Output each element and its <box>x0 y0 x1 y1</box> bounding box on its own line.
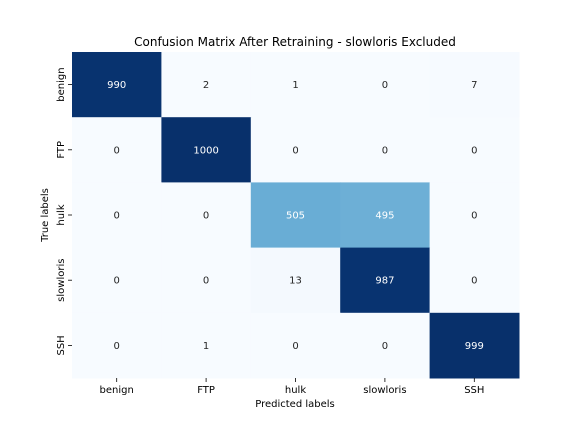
y-tick-label: FTP <box>56 141 67 159</box>
heatmap-cell <box>250 182 341 249</box>
cell-value-label: 0 <box>382 80 388 91</box>
x-tick-label: FTP <box>197 385 215 396</box>
y-tick-label: hulk <box>56 204 67 225</box>
heatmap-cell <box>72 117 162 183</box>
cell-value-label: 987 <box>375 276 394 287</box>
heatmap-cell <box>250 312 341 379</box>
cell-value-label: 0 <box>471 211 477 222</box>
cell-value-label: 1 <box>292 80 298 91</box>
cell-value-label: 0 <box>382 341 388 352</box>
heatmap-cell <box>72 312 162 379</box>
cell-value-label: 0 <box>114 145 120 156</box>
heatmap-cell <box>72 247 162 314</box>
heatmap-cell <box>340 52 431 118</box>
cell-value-label: 0 <box>114 211 120 222</box>
heatmap-cell <box>429 117 520 183</box>
heatmap-cell <box>161 182 252 249</box>
heatmap-cell <box>340 247 431 314</box>
cell-value-label: 505 <box>286 211 305 222</box>
cell-value-label: 0 <box>471 145 477 156</box>
y-tick-label: benign <box>56 67 67 101</box>
cell-value-label: 2 <box>203 80 209 91</box>
chart-title: Confusion Matrix After Retraining - slow… <box>134 35 456 49</box>
y-tick-label: slowloris <box>56 259 67 302</box>
heatmap-cell <box>250 117 341 183</box>
heatmap-cell <box>429 247 520 314</box>
cell-value-label: 0 <box>471 276 477 287</box>
cell-value-label: 495 <box>375 211 394 222</box>
cell-value-label: 0 <box>203 276 209 287</box>
y-tick-label: SSH <box>56 335 67 355</box>
heatmap-cell <box>340 182 431 249</box>
heatmap-cell <box>340 117 431 183</box>
cell-value-label: 0 <box>114 341 120 352</box>
x-tick-label: SSH <box>464 385 484 396</box>
heatmap-cell <box>250 247 341 314</box>
heatmap-cell <box>250 52 341 118</box>
x-tick-label: hulk <box>285 385 306 396</box>
x-axis-label: Predicted labels <box>255 399 335 410</box>
heatmap-cells <box>72 52 520 379</box>
heatmap-cell <box>161 117 252 183</box>
cell-value-label: 0 <box>114 276 120 287</box>
heatmap-cell <box>161 312 252 379</box>
heatmap-cell <box>340 312 431 379</box>
heatmap-cell <box>161 52 252 118</box>
cell-value-label: 1000 <box>193 145 218 156</box>
cell-value-label: 0 <box>292 145 298 156</box>
cell-value-label: 0 <box>203 211 209 222</box>
cell-value-label: 990 <box>107 80 126 91</box>
heatmap-cell <box>429 52 520 118</box>
heatmap-cell <box>429 312 520 379</box>
cell-value-label: 1 <box>203 341 209 352</box>
heatmap-cell <box>429 182 520 249</box>
heatmap-cell <box>72 182 162 249</box>
y-axis-label: True labels <box>40 188 51 243</box>
x-tick-label: benign <box>100 385 134 396</box>
y-axis-ticks: benign FTP hulk slowloris SSH <box>56 67 72 356</box>
cell-value-label: 999 <box>465 341 484 352</box>
cell-value-label: 0 <box>382 145 388 156</box>
cell-value-label: 13 <box>289 276 302 287</box>
x-tick-label: slowloris <box>363 385 406 396</box>
cell-value-label: 7 <box>471 80 477 91</box>
heatmap-cell <box>72 52 162 118</box>
x-axis-ticks: benign FTP hulk slowloris SSH <box>100 378 484 396</box>
heatmap-cell-labels: 990 2 1 0 7 0 1000 0 0 0 0 0 505 495 0 0 0 13 987 0 0 1 0 0 999 <box>107 80 484 352</box>
cell-value-label: 0 <box>292 341 298 352</box>
heatmap-cell <box>161 247 252 314</box>
